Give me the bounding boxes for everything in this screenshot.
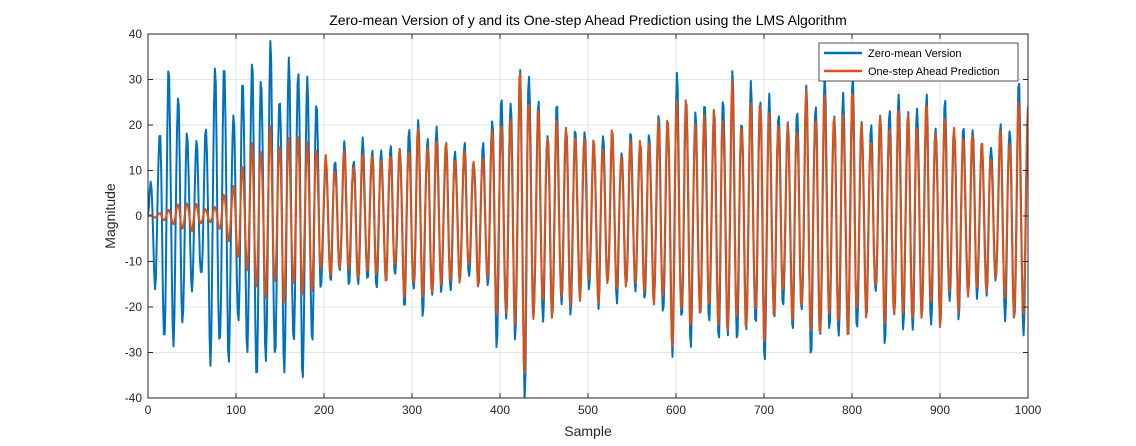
legend: Zero-mean Version One-step Ahead Predict… xyxy=(818,42,1019,82)
legend-label-zero-mean: Zero-mean Version xyxy=(868,48,962,60)
series-line-prediction xyxy=(148,72,1028,375)
chart-title: Zero-mean Version of y and its One-step … xyxy=(329,12,847,28)
y-tick-label: -20 xyxy=(125,300,143,314)
y-axis-label: Magnitude xyxy=(102,183,118,249)
y-tick-label: 40 xyxy=(129,27,143,41)
x-tick-label: 800 xyxy=(842,403,862,417)
x-tick-label: 500 xyxy=(578,403,598,417)
x-tick-label: 100 xyxy=(226,403,246,417)
x-tick-label: 900 xyxy=(930,403,950,417)
x-tick-label: 200 xyxy=(314,403,334,417)
x-axis-label: Sample xyxy=(564,423,612,439)
legend-box xyxy=(818,42,1019,82)
x-tick-label: 700 xyxy=(754,403,774,417)
x-tick-label: 400 xyxy=(490,403,510,417)
x-tick-label: 0 xyxy=(145,403,152,417)
y-tick-label: -10 xyxy=(125,255,143,269)
y-tick-label: 20 xyxy=(129,118,143,132)
x-tick-label: 1000 xyxy=(1015,403,1042,417)
y-tick-label: -40 xyxy=(125,391,143,405)
ticks: 0 100 200 300 400 500 600 700 800 900 1000-40-30-2… xyxy=(125,27,1042,417)
y-tick-label: -30 xyxy=(125,346,143,360)
y-tick-label: 30 xyxy=(129,73,143,87)
x-tick-label: 600 xyxy=(666,403,686,417)
x-tick-label: 300 xyxy=(402,403,422,417)
series-layer xyxy=(148,39,1028,398)
legend-label-prediction: One-step Ahead Prediction xyxy=(868,66,999,78)
y-tick-label: 0 xyxy=(135,209,142,223)
y-tick-label: 10 xyxy=(129,164,143,178)
